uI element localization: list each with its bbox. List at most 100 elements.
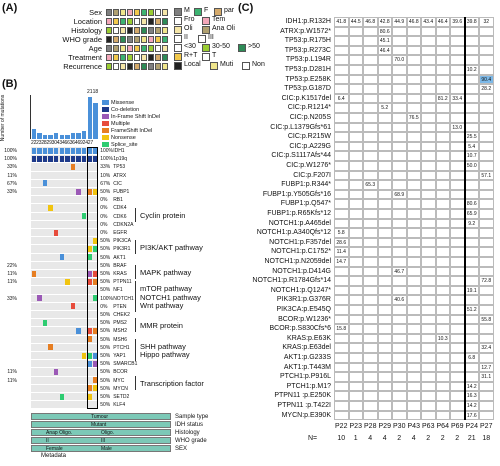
vaf-cell [450,237,465,248]
vaf-cell [334,151,349,161]
vaf-cell [435,199,450,209]
mutation-cell [76,188,81,195]
vaf-cell [406,84,421,94]
vaf-cell [334,74,349,85]
metadata-cell-label: Oligo. [101,430,115,437]
metadata-cell-label: Anap Oligo. [46,430,73,437]
vaf-cell [421,372,436,382]
vaf-cell: 5.8 [334,228,349,238]
annotation-cell [106,27,112,34]
vaf-cell [334,36,349,46]
vaf-cell [392,199,407,209]
vaf-cell [348,362,363,373]
gene-name: CDKN2A [113,221,134,228]
mutation-cell [70,303,76,310]
gene-pct-right: 50% [100,369,111,376]
gene-pct-right: 100% [100,156,113,163]
gene-row-bg [31,229,99,237]
vaf-cell: 28.6 [334,237,349,248]
vaf-cell [406,324,421,334]
gene-pct-right: 50% [100,394,111,400]
vaf-cell [377,189,392,200]
vaf-cell [406,189,421,200]
vaf-cell [334,285,349,296]
mutation-cell [87,352,93,359]
vaf-cell [450,170,465,181]
vaf-cell [363,132,378,142]
pathway-bracket [135,297,138,312]
mutation-cell [48,147,53,154]
vaf-cell [406,180,421,190]
gene-name: MYC [113,377,125,384]
vaf-cell [479,257,494,267]
vaf-cell [435,305,450,315]
mutation-cell [93,155,98,162]
legend-label: 30-50 [212,43,230,50]
annotation-cell [106,9,112,16]
annotation-cell [162,54,168,61]
vaf-cell [377,257,392,267]
mutation-legend-swatch [102,121,109,126]
legend-label: Fro [184,16,195,23]
vaf-cell [363,36,378,46]
gene-pct-right: 50% [100,279,111,286]
vaf-cell [348,170,363,181]
vaf-cell [406,218,421,229]
mutation-legend-label: Nonsense [111,135,136,141]
mutation-label: FUBP1:p.R65Kfs*12 [267,210,331,217]
annotation-row-label: Treatment [68,53,102,62]
vaf-cell [363,353,378,363]
vaf-cell: 81.2 [435,93,450,104]
vaf-cell [479,103,494,113]
gene-pct-right: 33% [100,164,111,171]
legend-label: Muti [220,61,234,68]
vaf-cell: 28.2 [479,84,494,94]
vaf-cell [363,209,378,219]
vaf-cell [406,295,421,305]
vaf-cell [450,295,465,305]
vaf-cell: 31.1 [479,372,494,382]
mutation-label: ATRX:p.W1572* [280,27,331,35]
vaf-cell [450,276,465,286]
annotation-row-label: Age [88,44,102,53]
mutation-label: TP53:p.E258K [285,75,331,83]
vaf-cell [406,228,421,238]
mutation-cell [37,155,42,162]
mutation-legend-swatch [102,128,109,133]
gene-name: TP53 [113,164,126,171]
vaf-cell [450,199,465,209]
mutation-cell [87,245,93,253]
vaf-cell [421,209,436,219]
gene-name: CDK4 [113,205,127,212]
vaf-cell [450,26,465,37]
vaf-cell [421,228,436,238]
gene-row-bg [31,155,99,163]
mutation-cell [93,147,98,154]
mutation-count-bar [42,135,48,139]
gene-name: CHEK2 [113,312,130,318]
legend-swatch [202,17,210,25]
vaf-cell [348,295,363,305]
vaf-cell: 42.8 [377,17,392,27]
gene-pct-right: 0% [100,205,108,212]
pathway-bracket [135,289,138,304]
vaf-cell [377,74,392,85]
vaf-cell [421,305,436,315]
mutation-label: TP53:p.R175H [284,37,331,45]
metadata-cell-label: III [101,438,106,445]
mutation-cell [93,385,98,392]
gene-row-bg [31,196,99,204]
vaf-cell [377,141,392,152]
vaf-cell [435,362,450,373]
vaf-cell [464,324,479,334]
vaf-cell [450,362,465,373]
vaf-cell [348,189,363,200]
vaf-cell [464,26,479,37]
mutation-cell [93,295,98,302]
annotation-cell [141,36,147,43]
annotation-cell [127,27,133,34]
gene-row-bg [31,237,99,245]
metadata-cell-label: Tumour [91,414,109,421]
vaf-cell [363,285,378,296]
vaf-cell [479,237,494,248]
